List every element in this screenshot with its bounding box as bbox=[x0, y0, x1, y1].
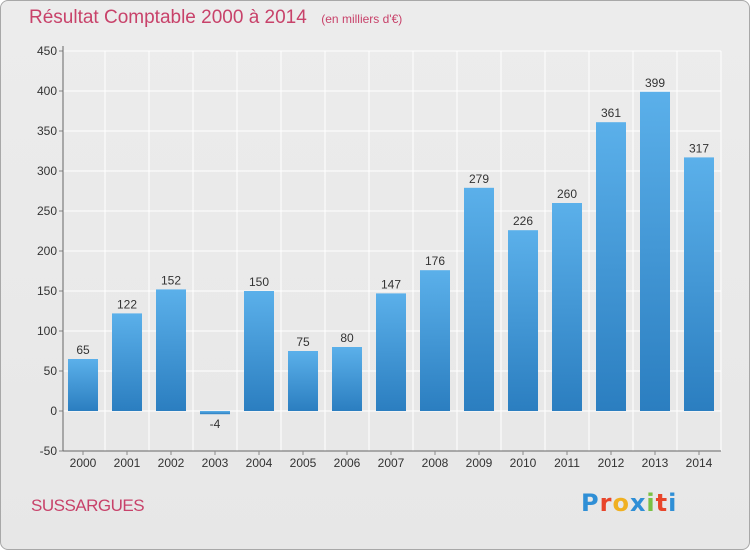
y-tick-label: 50 bbox=[44, 364, 58, 378]
bar-2001 bbox=[112, 313, 142, 411]
y-tick-label: 200 bbox=[37, 244, 57, 258]
data-label: 122 bbox=[117, 297, 137, 311]
proxiti-logo: Proxiti bbox=[581, 489, 677, 517]
y-tick-label: 450 bbox=[37, 44, 57, 58]
logo-letter: i bbox=[646, 489, 656, 517]
logo-letter: t bbox=[655, 489, 669, 517]
bar-2010 bbox=[508, 230, 538, 411]
bar-2002 bbox=[156, 289, 186, 411]
bar-2000 bbox=[68, 359, 98, 411]
bar-2003 bbox=[200, 411, 230, 415]
x-tick-label: 2009 bbox=[466, 456, 493, 470]
data-label: 75 bbox=[296, 335, 310, 349]
data-label: 152 bbox=[161, 273, 181, 287]
bar-2014 bbox=[684, 157, 714, 411]
y-tick-label: 250 bbox=[37, 204, 57, 218]
y-tick-label: 0 bbox=[50, 404, 57, 418]
data-label: -4 bbox=[210, 417, 221, 431]
bar-2006 bbox=[332, 347, 362, 411]
logo-letter: r bbox=[599, 489, 613, 517]
x-tick-label: 2012 bbox=[598, 456, 625, 470]
data-label: 80 bbox=[340, 331, 354, 345]
x-tick-label: 2008 bbox=[422, 456, 449, 470]
bar-2012 bbox=[596, 122, 626, 411]
x-tick-label: 2000 bbox=[70, 456, 97, 470]
bar-2011 bbox=[552, 203, 582, 411]
x-tick-label: 2005 bbox=[290, 456, 317, 470]
y-tick-label: 350 bbox=[37, 124, 57, 138]
chart-title: Résultat Comptable 2000 à 2014 bbox=[29, 7, 307, 28]
data-label: 260 bbox=[557, 187, 577, 201]
chart-header: Résultat Comptable 2000 à 2014 (en milli… bbox=[29, 7, 402, 29]
bar-2005 bbox=[288, 351, 318, 411]
logo-letter: o bbox=[612, 489, 630, 517]
y-tick-label: 400 bbox=[37, 84, 57, 98]
bar-2009 bbox=[464, 187, 494, 411]
logo-letter: x bbox=[629, 489, 647, 517]
x-tick-label: 2014 bbox=[686, 456, 713, 470]
data-label: 147 bbox=[381, 277, 401, 291]
y-tick-label: 300 bbox=[37, 164, 57, 178]
data-label: 150 bbox=[249, 275, 269, 289]
data-label: 65 bbox=[76, 343, 90, 357]
x-tick-label: 2006 bbox=[334, 456, 361, 470]
bar-2013 bbox=[640, 91, 670, 412]
data-label: 317 bbox=[689, 141, 709, 155]
x-tick-label: 2011 bbox=[554, 456, 580, 470]
x-tick-label: 2010 bbox=[510, 456, 537, 470]
data-label: 279 bbox=[469, 172, 489, 186]
y-tick-label: -50 bbox=[40, 444, 58, 458]
commune-name: SUSSARGUES bbox=[31, 496, 145, 515]
bar-2007 bbox=[376, 293, 406, 411]
x-tick-label: 2004 bbox=[246, 456, 273, 470]
bar-2008 bbox=[420, 270, 450, 411]
x-tick-label: 2002 bbox=[158, 456, 185, 470]
x-tick-label: 2003 bbox=[202, 456, 229, 470]
x-tick-label: 2001 bbox=[114, 456, 141, 470]
x-tick-label: 2007 bbox=[378, 456, 405, 470]
y-tick-label: 100 bbox=[37, 324, 57, 338]
logo-letter: P bbox=[581, 489, 600, 517]
bar-2004 bbox=[244, 291, 274, 411]
x-tick-label: 2013 bbox=[642, 456, 669, 470]
data-label: 361 bbox=[601, 106, 621, 120]
y-tick-label: 150 bbox=[37, 284, 57, 298]
chart-subtitle: (en milliers d'€) bbox=[321, 12, 403, 26]
data-label: 176 bbox=[425, 254, 445, 268]
data-label: 399 bbox=[645, 76, 665, 90]
data-label: 226 bbox=[513, 214, 533, 228]
logo-letter: i bbox=[668, 489, 678, 517]
